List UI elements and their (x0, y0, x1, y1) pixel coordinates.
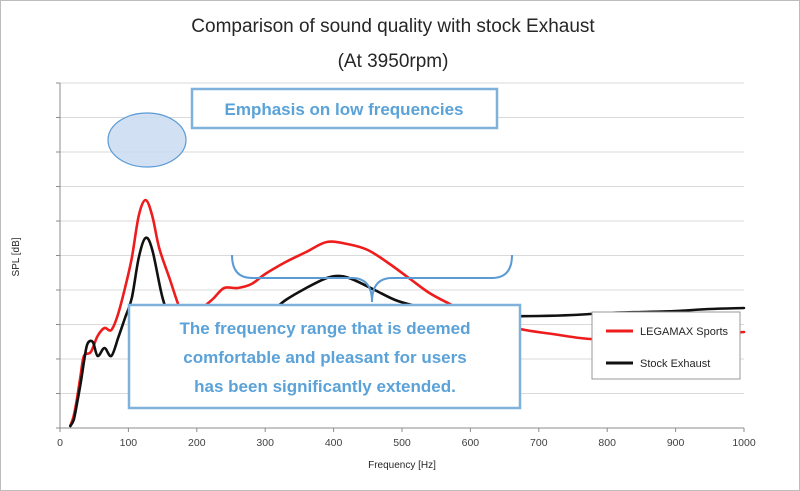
x-tick-labels: 0 100 200 300 400 500 600 700 800 900 1000 (57, 437, 756, 449)
frequency-range-callout-line-1: The frequency range that is deemed (180, 319, 471, 338)
x-tick-label: 400 (325, 437, 343, 449)
frequency-range-callout-box (127, 303, 522, 410)
x-axis-label: Frequency [Hz] (368, 460, 436, 471)
x-tick-label: 900 (667, 437, 685, 449)
x-tick-label: 700 (530, 437, 548, 449)
chart-subtitle: (At 3950rpm) (338, 51, 449, 72)
x-tick-label: 500 (393, 437, 411, 449)
x-tick-label: 600 (462, 437, 480, 449)
x-tick-label: 1000 (732, 437, 756, 449)
x-tick-label: 800 (598, 437, 616, 449)
y-axis-label: SPL [dB] (11, 237, 22, 276)
x-tick-label: 300 (256, 437, 274, 449)
x-tick-label: 0 (57, 437, 63, 449)
low-frequency-callout-box (190, 87, 499, 130)
low-frequency-callout-text: Emphasis on low frequencies (224, 100, 463, 119)
x-tick-label: 200 (188, 437, 206, 449)
series-line-legamax-sports (69, 198, 746, 428)
legend-label-legamax: LEGAMAX Sports (640, 326, 729, 338)
frequency-range-callout-line-3: has been significantly extended. (194, 377, 456, 396)
chart-title: Comparison of sound quality with stock E… (191, 16, 595, 37)
frequency-range-bracket (231, 254, 513, 303)
legend-label-stock: Stock Exhaust (640, 358, 710, 370)
low-frequency-highlight (107, 112, 187, 168)
frequency-range-callout-line-2: comfortable and pleasant for users (183, 348, 466, 367)
legend-box (591, 311, 741, 380)
axes (56, 82, 745, 432)
x-tick-label: 100 (120, 437, 138, 449)
